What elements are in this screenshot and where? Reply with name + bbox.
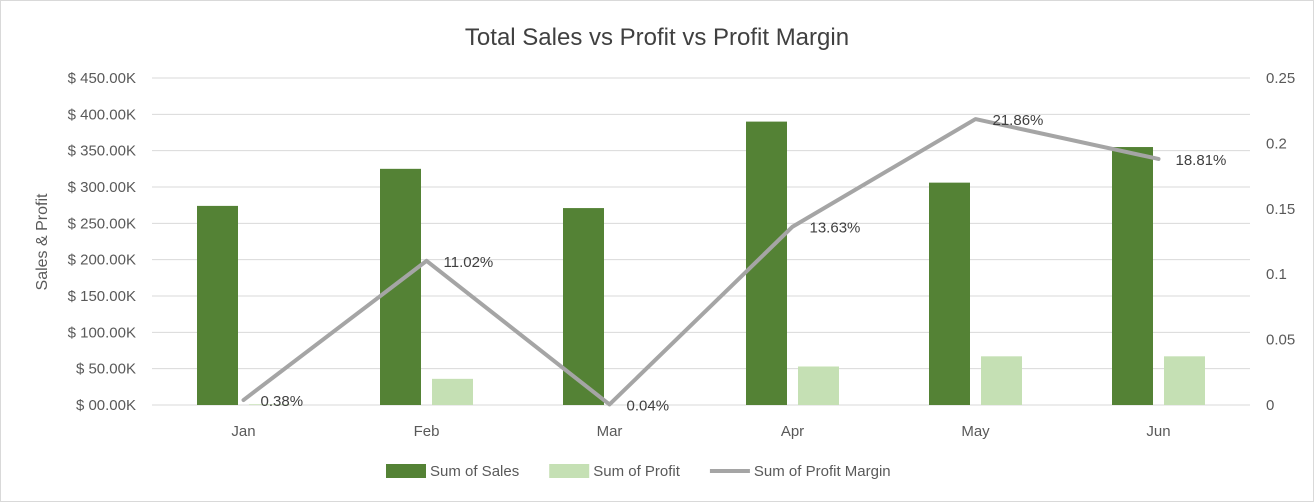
x-tick-label: Jan bbox=[231, 423, 255, 440]
y2-tick-label: 0 bbox=[1266, 397, 1274, 414]
y2-tick-label: 0.2 bbox=[1266, 135, 1287, 152]
data-label: 11.02% bbox=[444, 254, 494, 271]
y-tick-label: $ 400.00K bbox=[68, 106, 136, 123]
y2-tick-label: 0.1 bbox=[1266, 266, 1287, 283]
legend-swatch bbox=[549, 464, 590, 478]
y-tick-label: $ 300.00K bbox=[68, 179, 136, 196]
bar-sum-of-profit bbox=[432, 378, 473, 405]
bar-sum-of-sales bbox=[563, 208, 604, 405]
bar-sum-of-sales bbox=[1112, 147, 1153, 406]
legend-label: Sum of Profit Margin bbox=[754, 463, 891, 480]
legend-swatch bbox=[386, 464, 426, 478]
bar-sum-of-profit bbox=[249, 404, 290, 405]
chart-title: Total Sales vs Profit vs Profit Margin bbox=[465, 24, 849, 51]
bar-sum-of-profit bbox=[981, 356, 1022, 405]
y-tick-label: $ 250.00K bbox=[68, 215, 136, 232]
y-tick-label: $ 100.00K bbox=[68, 324, 136, 341]
data-label: 13.63% bbox=[810, 220, 861, 237]
y2-tick-label: 0.25 bbox=[1266, 70, 1295, 87]
data-label: 0.04% bbox=[627, 397, 670, 414]
data-label: 18.81% bbox=[1176, 152, 1227, 169]
y-tick-label: $ 00.00K bbox=[76, 397, 136, 414]
line-group: 0.38% 11.02% 0.04% 13.63% 21.86% 18.81% bbox=[241, 112, 1227, 414]
y-tick-label: $ 200.00K bbox=[68, 252, 136, 269]
data-label: 0.38% bbox=[261, 393, 304, 410]
y-axis-label: Sales & Profit bbox=[34, 193, 51, 290]
y-tick-label: $ 450.00K bbox=[68, 70, 136, 87]
y-tick-label: $ 350.00K bbox=[68, 143, 136, 160]
x-tick-label: May bbox=[961, 423, 990, 440]
x-tick-label: Feb bbox=[414, 423, 440, 440]
y2-tick-label: 0.05 bbox=[1266, 332, 1295, 349]
bar-group bbox=[197, 121, 1205, 406]
legend-label: Sum of Profit bbox=[593, 463, 681, 480]
gridlines bbox=[152, 77, 1250, 406]
y2-tick-label: 0.15 bbox=[1266, 201, 1295, 218]
y-tick-label: $ 50.00K bbox=[76, 361, 136, 378]
axis-labels: $ 00.00K $ 50.00K $ 100.00K $ 150.00K $ 200.… bbox=[68, 70, 1296, 440]
x-tick-label: Mar bbox=[597, 423, 623, 440]
y-tick-label: $ 150.00K bbox=[68, 288, 136, 305]
line-profit-margin bbox=[241, 117, 1161, 407]
data-label: 21.86% bbox=[993, 112, 1044, 129]
x-tick-label: Apr bbox=[781, 423, 804, 440]
legend: Sum of Sales Sum of Profit Sum of Profit M… bbox=[386, 463, 891, 480]
bar-sum-of-sales bbox=[197, 205, 238, 405]
x-tick-label: Jun bbox=[1146, 423, 1170, 440]
bar-sum-of-sales bbox=[380, 168, 421, 405]
bar-sum-of-sales bbox=[929, 182, 970, 405]
bar-sum-of-profit bbox=[1164, 356, 1205, 405]
bar-sum-of-profit bbox=[798, 366, 839, 405]
legend-label: Sum of Sales bbox=[430, 463, 519, 480]
